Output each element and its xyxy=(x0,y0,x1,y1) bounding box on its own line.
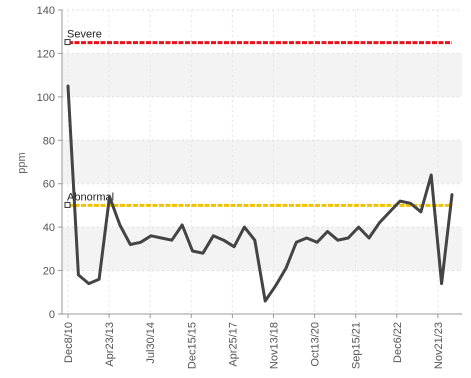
y-tick-label: 80 xyxy=(43,135,55,147)
x-tick-label: Nov13/18 xyxy=(269,322,281,369)
data-point xyxy=(118,223,122,227)
plot-band xyxy=(62,227,462,271)
x-tick-label: Dec15/15 xyxy=(186,322,198,369)
y-tick-label: 100 xyxy=(37,92,55,104)
data-point xyxy=(212,234,215,238)
threshold-lines: Severe Abnormal xyxy=(64,29,452,208)
data-point xyxy=(336,238,340,242)
x-tick-label: Dec6/22 xyxy=(392,322,404,363)
x-tick-label: Oct13/20 xyxy=(310,322,322,367)
x-tick-label: Nov21/23 xyxy=(433,322,445,369)
threshold-marker xyxy=(64,201,71,208)
data-point xyxy=(232,245,236,248)
data-point xyxy=(87,282,90,285)
data-point xyxy=(430,173,433,177)
data-point xyxy=(305,236,308,240)
data-point xyxy=(367,236,371,240)
data-point xyxy=(170,238,173,242)
data-point xyxy=(139,241,142,244)
y-axis-label: ppm xyxy=(16,152,28,173)
data-point xyxy=(222,238,225,242)
threshold-label: Severe xyxy=(67,29,102,41)
data-point xyxy=(326,230,329,233)
x-tick-labels: Dec8/10 Apr23/13 Jul30/14 Dec15/15 Apr25/17 N… xyxy=(63,322,445,369)
plot-bands xyxy=(62,53,462,271)
data-point xyxy=(388,210,391,214)
data-point xyxy=(450,193,454,196)
axes xyxy=(61,10,462,315)
threshold-marker xyxy=(64,39,71,46)
data-point xyxy=(129,243,132,246)
x-tick-label: Jul30/14 xyxy=(145,322,157,364)
data-point xyxy=(160,236,163,240)
series-line xyxy=(66,84,454,303)
data-point xyxy=(284,267,288,270)
x-tick-label: Apr23/13 xyxy=(104,322,116,367)
plot-band xyxy=(62,140,462,184)
data-point xyxy=(180,223,184,227)
threshold-label: Abnormal xyxy=(67,191,114,203)
data-point xyxy=(409,202,412,205)
x-tick-label: Dec8/10 xyxy=(63,322,75,363)
series-lines xyxy=(66,84,454,303)
data-point xyxy=(77,273,80,277)
data-point xyxy=(398,199,402,203)
data-point xyxy=(97,278,101,281)
data-point xyxy=(108,195,111,198)
data-point xyxy=(295,241,298,244)
y-tick-label: 140 xyxy=(37,5,55,17)
data-point xyxy=(253,238,257,242)
data-point xyxy=(419,210,423,214)
data-point xyxy=(66,84,70,88)
data-point xyxy=(191,249,194,253)
x-tick-label: Apr25/17 xyxy=(227,322,239,367)
data-point xyxy=(378,221,381,224)
data-point xyxy=(243,225,246,229)
data-point xyxy=(201,252,205,255)
data-point xyxy=(440,282,443,285)
data-point xyxy=(149,234,153,238)
y-tick-labels: 0 20 40 60 80 100 120 140 xyxy=(37,5,55,321)
y-tick-label: 20 xyxy=(43,266,55,278)
grid-lines xyxy=(58,9,462,318)
data-point xyxy=(347,236,350,240)
y-tick-label: 40 xyxy=(43,222,55,234)
plot-band xyxy=(62,53,462,97)
x-tick-label: Sep15/21 xyxy=(351,322,363,369)
data-point xyxy=(357,225,360,229)
data-point xyxy=(263,299,267,303)
data-point xyxy=(315,241,319,244)
data-point xyxy=(274,284,277,287)
y-tick-label: 60 xyxy=(43,179,55,191)
y-tick-label: 0 xyxy=(49,309,55,321)
y-tick-label: 120 xyxy=(37,48,55,60)
